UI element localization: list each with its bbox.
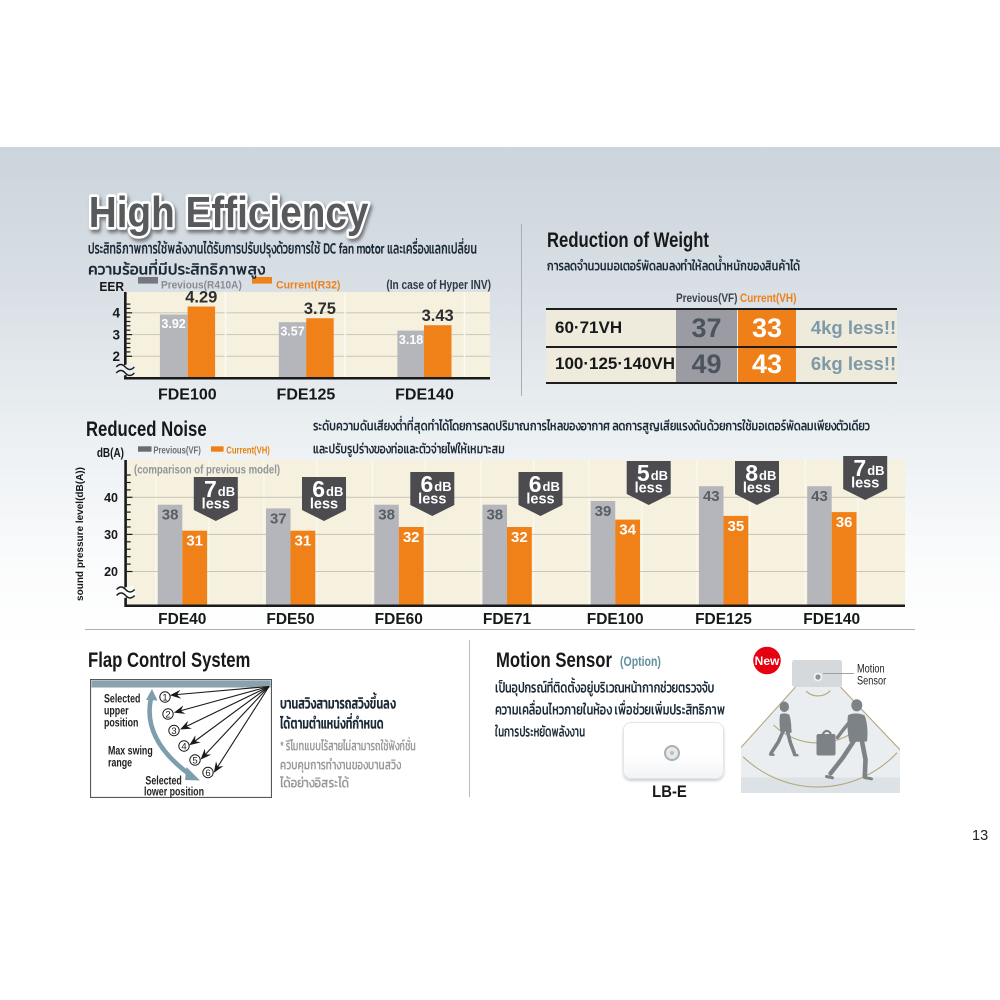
svg-text:EER: EER bbox=[99, 280, 124, 295]
svg-text:6: 6 bbox=[312, 476, 325, 502]
svg-text:30: 30 bbox=[104, 528, 118, 542]
svg-text:position: position bbox=[104, 718, 138, 730]
svg-text:less: less bbox=[851, 476, 879, 492]
svg-text:FDE100: FDE100 bbox=[158, 387, 217, 404]
svg-text:sound pressure level(dB(A)): sound pressure level(dB(A)) bbox=[75, 467, 86, 601]
svg-text:FDE140: FDE140 bbox=[395, 387, 454, 404]
svg-text:43: 43 bbox=[703, 488, 720, 505]
svg-text:5: 5 bbox=[192, 755, 197, 766]
svg-text:4: 4 bbox=[112, 306, 120, 321]
svg-text:38: 38 bbox=[378, 507, 395, 524]
svg-text:4: 4 bbox=[181, 741, 186, 752]
svg-text:37: 37 bbox=[270, 510, 287, 527]
svg-text:40: 40 bbox=[104, 491, 118, 505]
svg-text:upper: upper bbox=[104, 706, 129, 718]
svg-text:4.29: 4.29 bbox=[185, 289, 217, 307]
svg-text:32: 32 bbox=[511, 529, 528, 546]
svg-text:dB: dB bbox=[326, 484, 343, 499]
svg-text:31: 31 bbox=[186, 533, 203, 550]
svg-text:Current(VH): Current(VH) bbox=[226, 445, 270, 456]
svg-text:FDE60: FDE60 bbox=[375, 611, 423, 628]
svg-text:range: range bbox=[108, 758, 132, 770]
svg-text:2: 2 bbox=[112, 349, 120, 364]
svg-text:FDE50: FDE50 bbox=[266, 611, 314, 628]
svg-text:(comparison of previous model): (comparison of previous model) bbox=[134, 464, 280, 477]
svg-text:8: 8 bbox=[745, 460, 758, 486]
svg-text:5: 5 bbox=[637, 460, 650, 486]
svg-text:New: New bbox=[755, 654, 780, 668]
svg-text:38: 38 bbox=[486, 507, 503, 524]
svg-text:3.57: 3.57 bbox=[280, 325, 304, 339]
svg-text:3.92: 3.92 bbox=[161, 317, 185, 331]
svg-text:Selected: Selected bbox=[145, 776, 181, 788]
svg-text:FDE125: FDE125 bbox=[695, 611, 752, 628]
svg-text:High Efficiency: High Efficiency bbox=[89, 187, 369, 237]
svg-text:1: 1 bbox=[162, 692, 167, 703]
svg-text:dB: dB bbox=[759, 468, 776, 483]
svg-text:38: 38 bbox=[162, 507, 179, 524]
svg-text:3: 3 bbox=[171, 726, 176, 737]
svg-text:less: less bbox=[743, 481, 771, 497]
svg-text:Previous(VF): Previous(VF) bbox=[153, 445, 200, 456]
svg-text:32: 32 bbox=[403, 529, 420, 546]
svg-text:less: less bbox=[526, 492, 554, 508]
svg-text:Selected: Selected bbox=[104, 694, 140, 706]
svg-text:7: 7 bbox=[204, 476, 217, 502]
svg-text:39: 39 bbox=[595, 503, 612, 520]
svg-text:FDE71: FDE71 bbox=[483, 611, 532, 628]
svg-text:6: 6 bbox=[205, 768, 210, 779]
svg-text:Motion: Motion bbox=[857, 664, 885, 676]
svg-text:Previous(R410A): Previous(R410A) bbox=[161, 279, 242, 291]
svg-text:dB: dB bbox=[218, 484, 235, 499]
svg-text:20: 20 bbox=[104, 565, 118, 579]
svg-text:dB: dB bbox=[867, 463, 884, 478]
svg-text:less: less bbox=[635, 481, 663, 497]
svg-text:dB: dB bbox=[543, 479, 560, 494]
svg-text:3: 3 bbox=[112, 327, 120, 342]
svg-text:dB(A): dB(A) bbox=[97, 447, 124, 460]
svg-text:FDE40: FDE40 bbox=[158, 611, 206, 628]
svg-text:less: less bbox=[418, 492, 446, 508]
svg-text:less: less bbox=[202, 497, 230, 513]
svg-text:Sensor: Sensor bbox=[857, 676, 887, 688]
svg-text:3.43: 3.43 bbox=[422, 307, 454, 325]
svg-text:FDE125: FDE125 bbox=[277, 387, 336, 404]
svg-text:dB: dB bbox=[651, 468, 668, 483]
svg-text:43: 43 bbox=[811, 488, 828, 505]
svg-text:lower position: lower position bbox=[144, 787, 204, 798]
svg-text:31: 31 bbox=[295, 533, 312, 550]
svg-text:36: 36 bbox=[836, 514, 853, 531]
svg-text:35: 35 bbox=[728, 518, 745, 535]
svg-text:(In case of Hyper INV): (In case of Hyper INV) bbox=[386, 278, 491, 292]
svg-text:34: 34 bbox=[619, 522, 636, 539]
svg-text:less: less bbox=[310, 497, 338, 513]
svg-text:7: 7 bbox=[853, 455, 866, 481]
svg-text:Max swing: Max swing bbox=[108, 746, 153, 758]
svg-text:3.75: 3.75 bbox=[304, 300, 336, 318]
svg-text:2: 2 bbox=[165, 709, 170, 720]
svg-text:dB: dB bbox=[434, 479, 451, 494]
svg-text:Current(R32): Current(R32) bbox=[276, 279, 341, 291]
svg-text:FDE140: FDE140 bbox=[803, 611, 860, 628]
svg-text:6: 6 bbox=[421, 471, 434, 497]
svg-text:FDE100: FDE100 bbox=[587, 611, 644, 628]
svg-text:3.18: 3.18 bbox=[399, 333, 423, 347]
svg-text:6: 6 bbox=[529, 471, 542, 497]
